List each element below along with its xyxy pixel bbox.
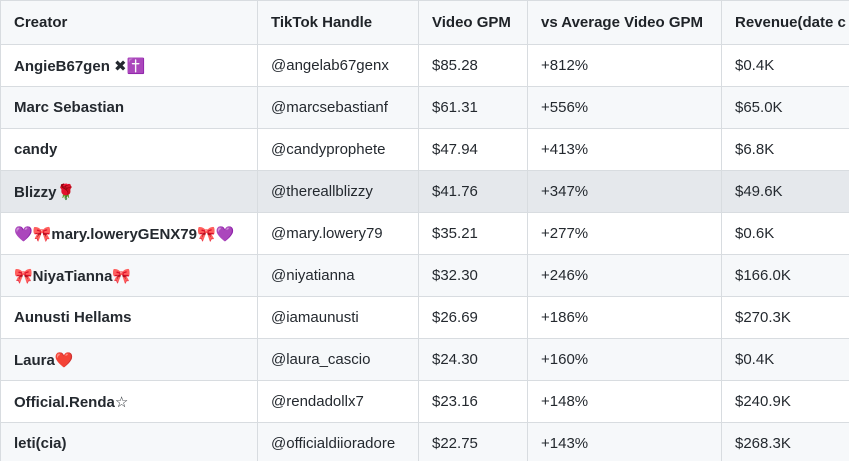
tiktok-handle: @laura_cascio [257,338,419,381]
vs-average-gpm: +186% [527,296,722,339]
creator-name: candy [0,128,258,171]
tiktok-handle: @mary.lowery79 [257,212,419,255]
tiktok-handle: @rendadollx7 [257,380,419,423]
vs-average-gpm: +246% [527,254,722,297]
table-header-row: Creator TikTok Handle Video GPM vs Avera… [0,0,849,45]
vs-average-gpm: +148% [527,380,722,423]
video-gpm: $41.76 [418,170,528,213]
tiktok-handle: @niyatianna [257,254,419,297]
table-row[interactable]: Marc Sebastian @marcsebastianf $61.31 +5… [0,86,849,129]
header-vs-average-video-gpm[interactable]: vs Average Video GPM [527,0,722,45]
table-row-hovered[interactable]: Blizzy🌹 @thereallblizzy $41.76 +347% $49… [0,170,849,213]
vs-average-gpm: +413% [527,128,722,171]
video-gpm: $32.30 [418,254,528,297]
table-row[interactable]: leti(cia) @officialdiioradore $22.75 +14… [0,422,849,461]
revenue: $0.6K [721,212,849,255]
vs-average-gpm: +160% [527,338,722,381]
revenue: $0.4K [721,338,849,381]
creator-name: 💜🎀mary.loweryGENX79🎀💜 [0,212,258,255]
vs-average-gpm: +812% [527,44,722,87]
table-row[interactable]: 💜🎀mary.loweryGENX79🎀💜 @mary.lowery79 $35… [0,212,849,255]
tiktok-handle: @marcsebastianf [257,86,419,129]
creator-name: Laura❤️ [0,338,258,381]
creator-name: Aunusti Hellams [0,296,258,339]
creator-name: 🎀NiyaTianna🎀 [0,254,258,297]
video-gpm: $61.31 [418,86,528,129]
tiktok-handle: @officialdiioradore [257,422,419,461]
vs-average-gpm: +347% [527,170,722,213]
table-row[interactable]: AngieB67gen ✖✝️ @angelab67genx $85.28 +8… [0,44,849,87]
video-gpm: $35.21 [418,212,528,255]
video-gpm: $47.94 [418,128,528,171]
creator-name: leti(cia) [0,422,258,461]
creator-name: Blizzy🌹 [0,170,258,213]
revenue: $0.4K [721,44,849,87]
tiktok-handle: @iamaunusti [257,296,419,339]
tiktok-handle: @thereallblizzy [257,170,419,213]
video-gpm: $85.28 [418,44,528,87]
video-gpm: $22.75 [418,422,528,461]
header-creator[interactable]: Creator [0,0,258,45]
table-row[interactable]: Aunusti Hellams @iamaunusti $26.69 +186%… [0,296,849,339]
creator-name: Official.Renda☆ [0,380,258,423]
vs-average-gpm: +143% [527,422,722,461]
revenue: $65.0K [721,86,849,129]
table-row[interactable]: 🎀NiyaTianna🎀 @niyatianna $32.30 +246% $1… [0,254,849,297]
revenue: $6.8K [721,128,849,171]
video-gpm: $26.69 [418,296,528,339]
video-gpm: $24.30 [418,338,528,381]
table-row[interactable]: Laura❤️ @laura_cascio $24.30 +160% $0.4K [0,338,849,381]
vs-average-gpm: +277% [527,212,722,255]
revenue: $240.9K [721,380,849,423]
revenue: $268.3K [721,422,849,461]
revenue: $49.6K [721,170,849,213]
creator-name: AngieB67gen ✖✝️ [0,44,258,87]
header-video-gpm[interactable]: Video GPM [418,0,528,45]
vs-average-gpm: +556% [527,86,722,129]
creator-name: Marc Sebastian [0,86,258,129]
header-tiktok-handle[interactable]: TikTok Handle [257,0,419,45]
video-gpm: $23.16 [418,380,528,423]
table-row[interactable]: candy @candyprophete $47.94 +413% $6.8K [0,128,849,171]
tiktok-handle: @candyprophete [257,128,419,171]
revenue: $166.0K [721,254,849,297]
revenue: $270.3K [721,296,849,339]
table-row[interactable]: Official.Renda☆ @rendadollx7 $23.16 +148… [0,380,849,423]
header-revenue[interactable]: Revenue(date c [721,0,849,45]
tiktok-handle: @angelab67genx [257,44,419,87]
